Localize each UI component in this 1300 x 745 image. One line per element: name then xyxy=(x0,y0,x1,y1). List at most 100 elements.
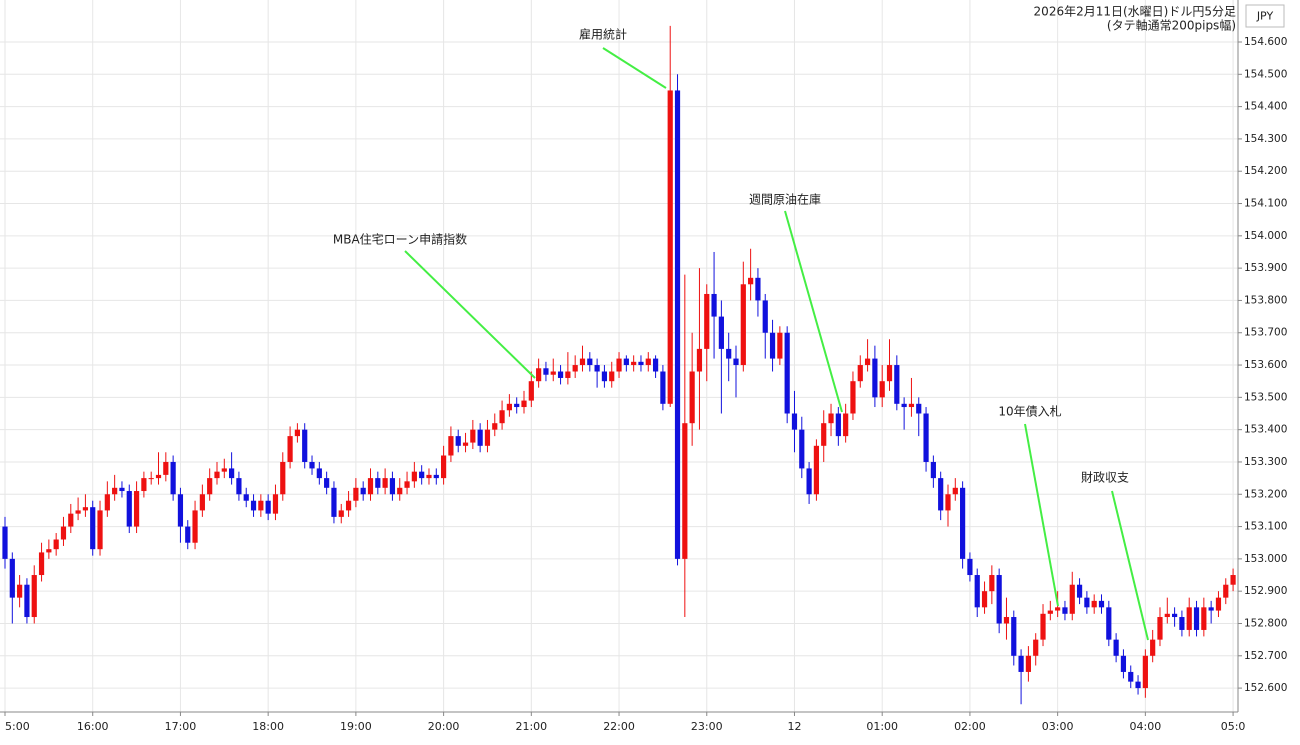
candle-body xyxy=(689,371,695,424)
y-tick-label: 153.800 xyxy=(1244,294,1287,306)
y-tick-label: 154.000 xyxy=(1244,230,1287,242)
candle-body xyxy=(872,358,878,398)
y-tick-label: 154.300 xyxy=(1244,133,1287,145)
annotation-pointer xyxy=(784,210,843,413)
candle-body xyxy=(587,358,593,366)
candle-body xyxy=(404,481,410,488)
candle-body xyxy=(864,358,871,366)
y-tick-label: 153.500 xyxy=(1244,391,1287,403)
candle-body xyxy=(9,558,15,598)
candle-body xyxy=(1025,655,1031,672)
candle-body xyxy=(382,478,388,488)
grid-layer xyxy=(0,0,1238,712)
x-tick-label: 23:00 xyxy=(691,720,723,733)
candle-body xyxy=(740,284,746,366)
x-tick-label: 19:00 xyxy=(340,720,372,733)
candle-body xyxy=(302,429,308,462)
candle-body xyxy=(565,371,571,378)
candle-body xyxy=(1069,584,1075,614)
candle-body xyxy=(1142,655,1148,689)
candle-body xyxy=(250,500,257,511)
x-tick-label: 22:00 xyxy=(603,720,635,733)
x-tick-label: 02:00 xyxy=(954,720,986,733)
candle-body xyxy=(916,403,922,414)
y-tick-label: 154.400 xyxy=(1244,101,1287,113)
candle-body xyxy=(521,400,527,408)
candle-body xyxy=(397,487,403,495)
candle-body xyxy=(594,365,600,372)
candle-body xyxy=(112,487,118,495)
candle-body xyxy=(996,575,1002,624)
candle-body xyxy=(1084,597,1090,608)
candle-body xyxy=(967,558,973,576)
candle-body xyxy=(908,403,915,408)
candle-body xyxy=(433,474,439,479)
candle-body xyxy=(748,277,754,285)
candle-body xyxy=(192,510,198,543)
annotation-label: 10年債入札 xyxy=(998,404,1061,419)
candle-body xyxy=(1040,613,1046,640)
annotation-pointer xyxy=(1024,423,1059,607)
candle-body xyxy=(419,471,425,479)
candle-body xyxy=(616,358,622,372)
candle-body xyxy=(1113,639,1119,656)
candle-body xyxy=(835,413,841,437)
x-tick-label: 5:00 xyxy=(5,720,30,733)
candle-body xyxy=(492,423,498,430)
y-tick-label: 153.600 xyxy=(1244,359,1287,371)
candle-body xyxy=(557,371,564,378)
y-tick-label: 153.300 xyxy=(1244,456,1287,468)
candle-body xyxy=(170,461,176,495)
candle-body xyxy=(506,403,512,411)
candle-body xyxy=(777,332,783,359)
y-tick-label: 153.400 xyxy=(1244,424,1287,436)
candle-body xyxy=(155,474,162,479)
candle-body xyxy=(1193,607,1200,630)
candle-body xyxy=(791,413,798,430)
y-axis-panel xyxy=(1238,0,1300,745)
candle-body xyxy=(1172,613,1178,618)
candle-body xyxy=(1164,613,1170,618)
candle-body xyxy=(1062,607,1068,614)
candle-body xyxy=(133,491,140,527)
y-tick-label: 152.700 xyxy=(1244,650,1287,662)
candle-body xyxy=(82,507,89,511)
candle-body xyxy=(1120,655,1127,672)
candle-body xyxy=(894,365,900,404)
candle-body xyxy=(426,474,432,479)
candle-body xyxy=(536,368,542,382)
candle-body xyxy=(923,413,929,462)
candle-body xyxy=(601,371,608,382)
candle-body xyxy=(1055,607,1061,611)
candle-body xyxy=(762,300,768,333)
candle-body xyxy=(1179,617,1185,630)
candle-body xyxy=(1128,671,1134,682)
candle-body xyxy=(1208,607,1214,611)
candle-body xyxy=(185,526,191,543)
candle-body xyxy=(214,471,220,479)
candle-body xyxy=(1215,597,1222,611)
y-tick-label: 153.200 xyxy=(1244,488,1287,500)
candle-body xyxy=(148,478,154,480)
candle-body xyxy=(945,494,951,511)
candle-body xyxy=(90,507,96,550)
x-tick-label: 17:00 xyxy=(165,720,197,733)
candle-body xyxy=(199,494,205,511)
annotation-label: 週間原油在庫 xyxy=(749,193,821,207)
chart-subtitle: (タテ軸通常200pips幅) xyxy=(1107,18,1236,33)
candle-body xyxy=(1011,617,1017,656)
candle-body xyxy=(550,371,556,375)
chart-title: 2026年2月11日(水曜日)ドル円5分足 xyxy=(1034,5,1236,19)
candle-body xyxy=(229,468,235,479)
candle-body xyxy=(1003,617,1010,624)
candle-body xyxy=(938,478,944,511)
candle-body xyxy=(236,478,242,495)
candle-body xyxy=(579,358,586,366)
candle-body xyxy=(68,513,74,527)
x-tick-label: 05:0 xyxy=(1221,720,1246,733)
axis-layer: 152.600 152.700 152.800 152.900 153.000 153.1… xyxy=(4,36,1287,733)
